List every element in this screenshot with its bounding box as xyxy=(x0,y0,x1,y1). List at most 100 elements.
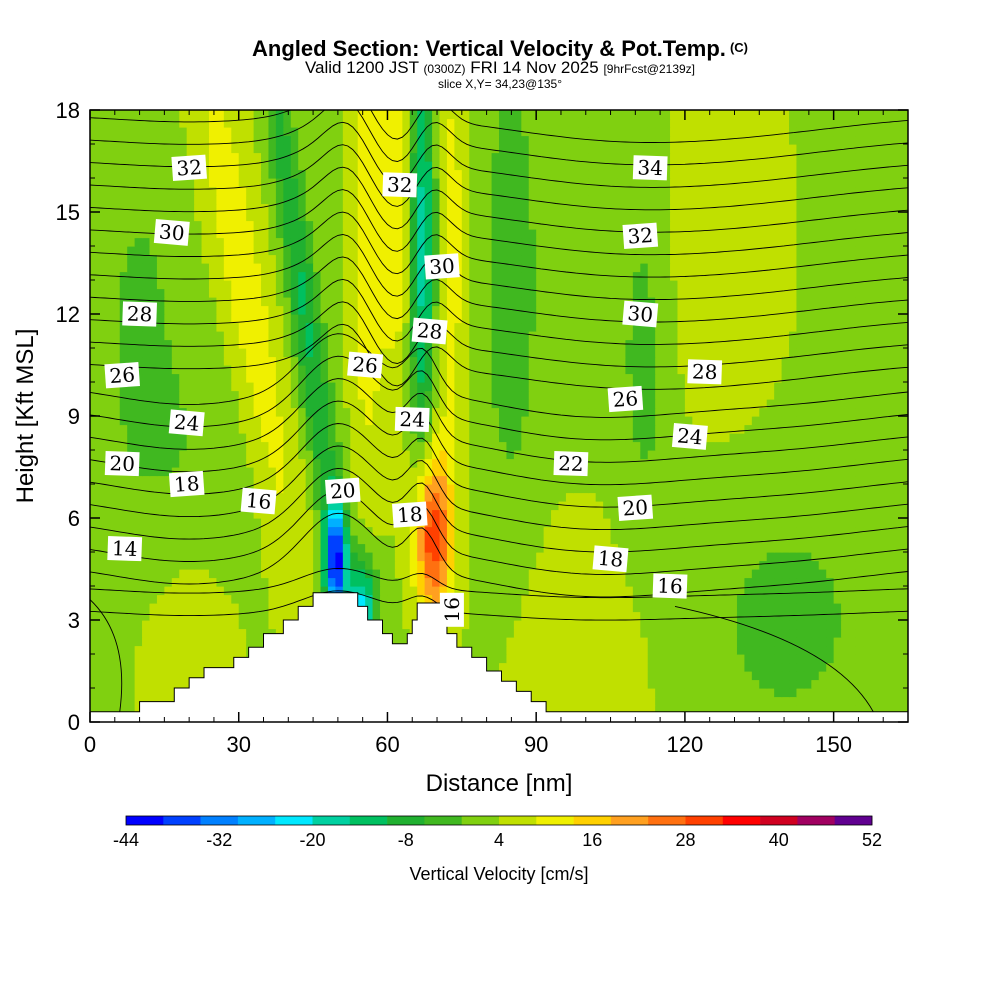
velocity-cell xyxy=(528,390,537,400)
velocity-cell xyxy=(610,611,619,621)
velocity-cell xyxy=(893,373,902,383)
velocity-cell xyxy=(833,450,842,460)
velocity-cell xyxy=(365,407,374,417)
velocity-cell xyxy=(409,450,418,460)
velocity-cell xyxy=(142,620,151,630)
velocity-cell xyxy=(885,407,894,417)
velocity-cell xyxy=(848,467,857,477)
velocity-cell xyxy=(179,654,188,664)
velocity-cell xyxy=(268,586,277,596)
velocity-cell xyxy=(885,603,894,613)
velocity-cell xyxy=(796,628,805,638)
velocity-cell xyxy=(528,671,537,681)
velocity-cell xyxy=(640,382,649,392)
velocity-cell xyxy=(246,603,255,613)
velocity-cell xyxy=(640,654,649,664)
velocity-cell xyxy=(796,407,805,417)
velocity-cell xyxy=(580,594,589,604)
velocity-cell xyxy=(632,560,641,570)
velocity-cell xyxy=(878,450,887,460)
velocity-cell xyxy=(662,492,671,502)
velocity-cell xyxy=(387,450,396,460)
velocity-cell xyxy=(365,475,374,485)
velocity-cell xyxy=(231,416,240,426)
velocity-cell xyxy=(112,705,121,715)
velocity-cell xyxy=(699,628,708,638)
velocity-cell xyxy=(238,637,247,647)
velocity-cell xyxy=(290,552,299,562)
velocity-cell xyxy=(394,475,403,485)
velocity-cell xyxy=(617,620,627,630)
velocity-cell xyxy=(900,671,908,681)
velocity-cell xyxy=(684,671,693,681)
velocity-cell xyxy=(826,628,835,638)
velocity-cell xyxy=(104,645,113,655)
velocity-cell xyxy=(781,671,790,681)
velocity-cell xyxy=(432,577,441,587)
velocity-cell xyxy=(744,424,753,434)
velocity-cell xyxy=(208,586,218,596)
velocity-cell xyxy=(855,662,864,672)
velocity-cell xyxy=(402,620,411,630)
velocity-cell xyxy=(216,628,225,638)
velocity-cell xyxy=(855,348,864,358)
velocity-cell xyxy=(684,611,693,621)
velocity-cell xyxy=(142,696,151,706)
velocity-cell xyxy=(223,569,232,579)
velocity-cell xyxy=(112,569,121,579)
velocity-cell xyxy=(320,543,329,553)
velocity-cell xyxy=(201,509,210,519)
velocity-cell xyxy=(521,628,530,638)
velocity-cell xyxy=(90,390,99,400)
velocity-cell xyxy=(194,509,203,519)
velocity-cell xyxy=(380,441,389,451)
velocity-cell xyxy=(261,569,270,579)
velocity-cell xyxy=(796,356,805,366)
velocity-cell xyxy=(722,373,731,383)
velocity-cell xyxy=(238,535,247,545)
velocity-cell xyxy=(164,390,173,400)
velocity-cell xyxy=(484,475,493,485)
velocity-cell xyxy=(275,356,284,366)
velocity-cell xyxy=(216,484,225,494)
velocity-cell xyxy=(156,467,165,477)
velocity-cell xyxy=(149,450,158,460)
velocity-cell xyxy=(335,467,344,477)
velocity-cell xyxy=(528,407,537,417)
velocity-cell xyxy=(446,501,455,511)
velocity-cell xyxy=(186,671,195,681)
velocity-cell xyxy=(194,365,203,375)
velocity-cell xyxy=(216,603,225,613)
velocity-cell xyxy=(655,705,664,715)
velocity-cell xyxy=(833,645,842,655)
velocity-cell xyxy=(409,535,418,545)
velocity-cell xyxy=(595,696,604,706)
velocity-cell xyxy=(699,637,708,647)
velocity-cell xyxy=(543,586,552,596)
velocity-cell xyxy=(729,458,738,468)
velocity-cell xyxy=(826,467,835,477)
velocity-cell xyxy=(878,526,887,536)
velocity-cell xyxy=(803,518,812,528)
velocity-cell xyxy=(536,569,545,579)
velocity-cell xyxy=(127,611,136,621)
velocity-cell xyxy=(714,560,723,570)
velocity-cell xyxy=(603,688,612,698)
velocity-cell xyxy=(142,365,151,375)
velocity-cell xyxy=(893,594,902,604)
velocity-cell xyxy=(112,611,121,621)
velocity-cell xyxy=(424,501,433,511)
velocity-cell xyxy=(142,637,151,647)
velocity-cell xyxy=(201,560,210,570)
velocity-cell xyxy=(707,569,716,579)
velocity-cell xyxy=(841,450,850,460)
velocity-cell xyxy=(632,348,641,358)
velocity-cell xyxy=(283,586,292,596)
velocity-cell xyxy=(640,526,649,536)
velocity-cell xyxy=(253,535,262,545)
velocity-cell xyxy=(826,543,835,553)
velocity-cell xyxy=(335,458,344,468)
velocity-cell xyxy=(223,611,232,621)
velocity-cell xyxy=(885,611,894,621)
velocity-cell xyxy=(223,628,232,638)
